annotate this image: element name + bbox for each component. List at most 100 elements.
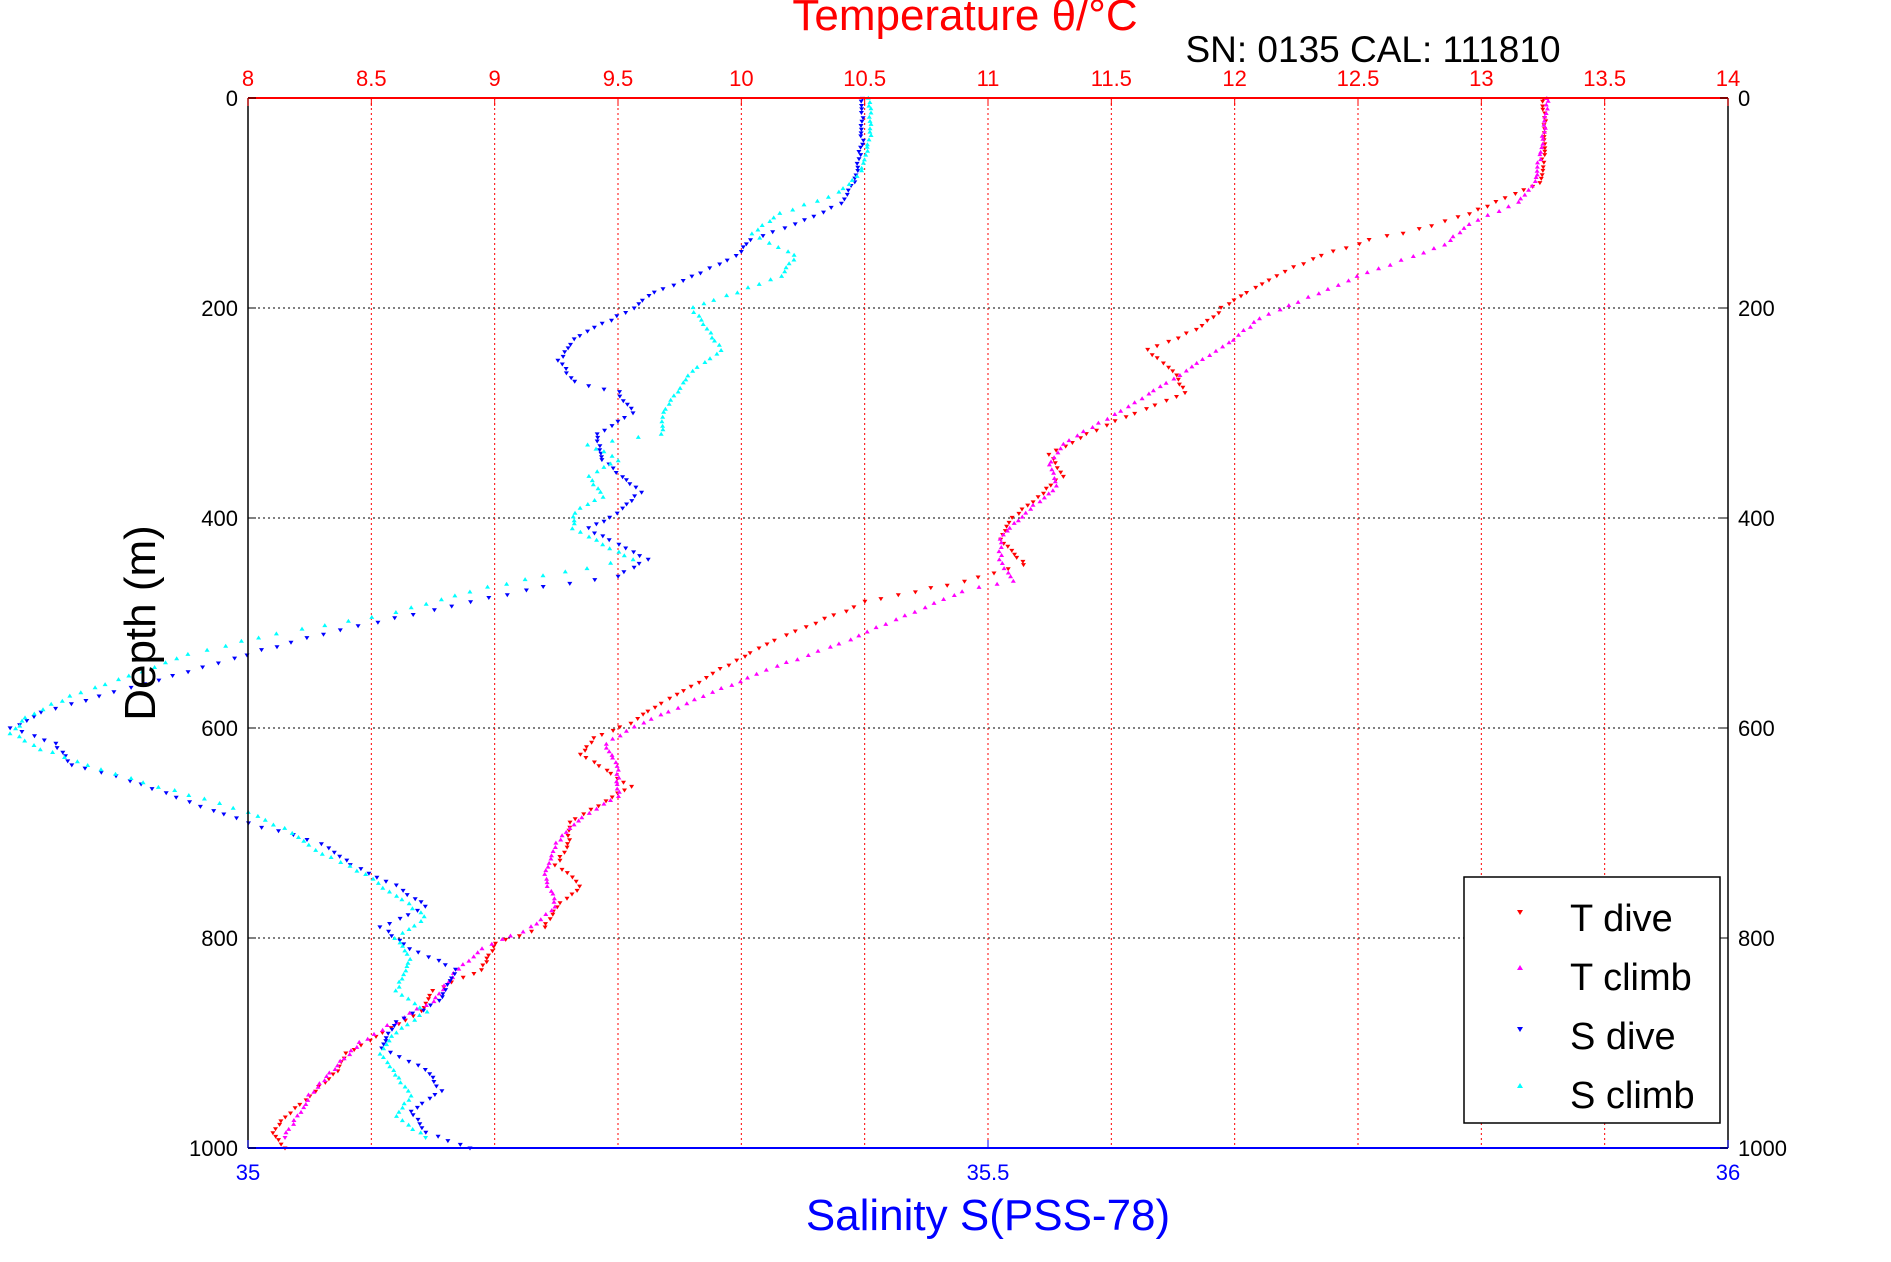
data-point-t-climb (641, 720, 647, 725)
data-point-s-dive (724, 258, 730, 263)
data-point-s-climb (301, 838, 307, 843)
data-point-s-climb (666, 401, 672, 406)
data-point-t-dive (282, 1115, 288, 1120)
y-tick-label-right: 0 (1738, 86, 1750, 111)
data-point-t-dive (1330, 249, 1336, 254)
data-point-s-dive (597, 448, 603, 453)
data-point-t-dive (565, 834, 571, 838)
data-point-s-climb (607, 546, 613, 551)
data-point-t-dive (822, 616, 828, 621)
data-point-s-climb (400, 943, 406, 948)
data-point-t-climb (550, 891, 556, 896)
data-point-s-dive (560, 354, 566, 359)
data-point-s-dive (802, 218, 807, 223)
data-point-t-climb (616, 794, 621, 798)
data-point-s-climb (572, 510, 578, 515)
data-point-s-climb (662, 406, 668, 411)
x-top-tick-label: 12.5 (1337, 66, 1380, 91)
data-point-s-dive (601, 387, 607, 392)
data-point-t-climb (996, 549, 1002, 554)
data-point-t-climb (549, 908, 555, 913)
x-top-tick-label: 8.5 (356, 66, 387, 91)
data-point-s-dive (748, 238, 753, 243)
data-point-s-dive (577, 334, 583, 339)
data-point-s-climb (609, 453, 615, 458)
data-point-s-climb (406, 1122, 412, 1127)
data-point-t-dive (423, 1001, 429, 1006)
data-point-t-climb (431, 999, 437, 1004)
data-point-t-dive (277, 1122, 283, 1127)
data-point-t-dive (503, 937, 509, 942)
data-point-s-dive (331, 850, 337, 855)
data-point-s-dive (415, 1117, 421, 1122)
data-point-t-dive (784, 633, 789, 638)
data-point-t-climb (371, 1031, 377, 1036)
data-point-t-climb (848, 637, 854, 642)
data-point-t-dive (1485, 204, 1490, 209)
data-point-s-climb (718, 348, 724, 352)
data-point-s-dive (412, 897, 418, 902)
data-point-t-dive (562, 850, 567, 855)
data-point-s-dive (628, 406, 634, 411)
data-point-t-climb (1177, 373, 1183, 377)
data-point-s-climb (238, 638, 244, 643)
data-point-s-dive (585, 329, 590, 334)
data-point-s-dive (639, 298, 645, 303)
data-point-t-climb (1316, 291, 1322, 296)
x-bottom-tick-label: 36 (1716, 1160, 1740, 1185)
data-point-s-dive (562, 350, 568, 355)
data-point-s-dive (355, 624, 361, 629)
data-point-t-climb (999, 553, 1005, 557)
data-point-s-climb (866, 137, 872, 142)
data-point-s-dive (594, 439, 600, 444)
data-point-s-climb (570, 514, 576, 519)
data-point-s-dive (563, 367, 569, 371)
data-point-s-climb (571, 518, 577, 523)
data-point-t-dive (912, 590, 918, 595)
data-point-t-climb (324, 1074, 330, 1078)
data-point-t-dive (1132, 411, 1138, 416)
data-point-s-dive (232, 656, 238, 661)
data-point-s-dive (83, 699, 89, 703)
data-point-t-dive (591, 736, 597, 741)
data-point-s-climb (400, 1105, 405, 1110)
data-point-s-dive (636, 302, 642, 307)
data-point-t-climb (1008, 574, 1014, 579)
data-point-s-climb (777, 210, 783, 215)
data-point-s-dive (259, 648, 264, 653)
data-point-s-dive (24, 719, 30, 723)
data-point-s-climb (408, 1093, 414, 1098)
data-point-s-climb (864, 144, 870, 149)
data-point-s-dive (782, 226, 788, 231)
data-point-s-dive (858, 145, 864, 150)
data-point-s-dive (452, 972, 458, 977)
data-point-t-climb (1354, 273, 1360, 278)
data-point-s-climb (584, 566, 590, 571)
data-point-t-dive (589, 740, 595, 745)
x-bottom-tick-label: 35 (236, 1160, 260, 1185)
data-point-t-dive (577, 752, 583, 757)
data-point-t-dive (1253, 285, 1259, 290)
y-tick-label-right: 200 (1738, 296, 1775, 321)
data-point-t-dive (326, 1077, 332, 1082)
legend-marker-t-climb (1517, 965, 1523, 970)
data-point-t-climb (603, 745, 609, 750)
data-point-s-dive (760, 234, 766, 239)
data-point-t-dive (581, 812, 587, 817)
data-point-t-climb (1194, 360, 1200, 365)
data-point-t-climb (606, 749, 612, 754)
data-point-s-climb (757, 235, 763, 240)
data-point-t-dive (1030, 500, 1036, 505)
data-point-s-climb (270, 822, 276, 827)
data-point-s-dive (397, 938, 403, 943)
data-point-s-climb (756, 281, 762, 286)
data-point-t-climb (718, 686, 724, 690)
data-point-t-climb (283, 1130, 289, 1135)
data-point-t-climb (675, 705, 681, 710)
data-point-s-climb (467, 589, 473, 594)
data-point-t-dive (1274, 274, 1280, 279)
data-point-t-dive (1416, 227, 1422, 232)
data-point-s-dive (304, 838, 310, 842)
data-point-s-dive (344, 858, 350, 863)
data-point-t-dive (1104, 423, 1110, 428)
